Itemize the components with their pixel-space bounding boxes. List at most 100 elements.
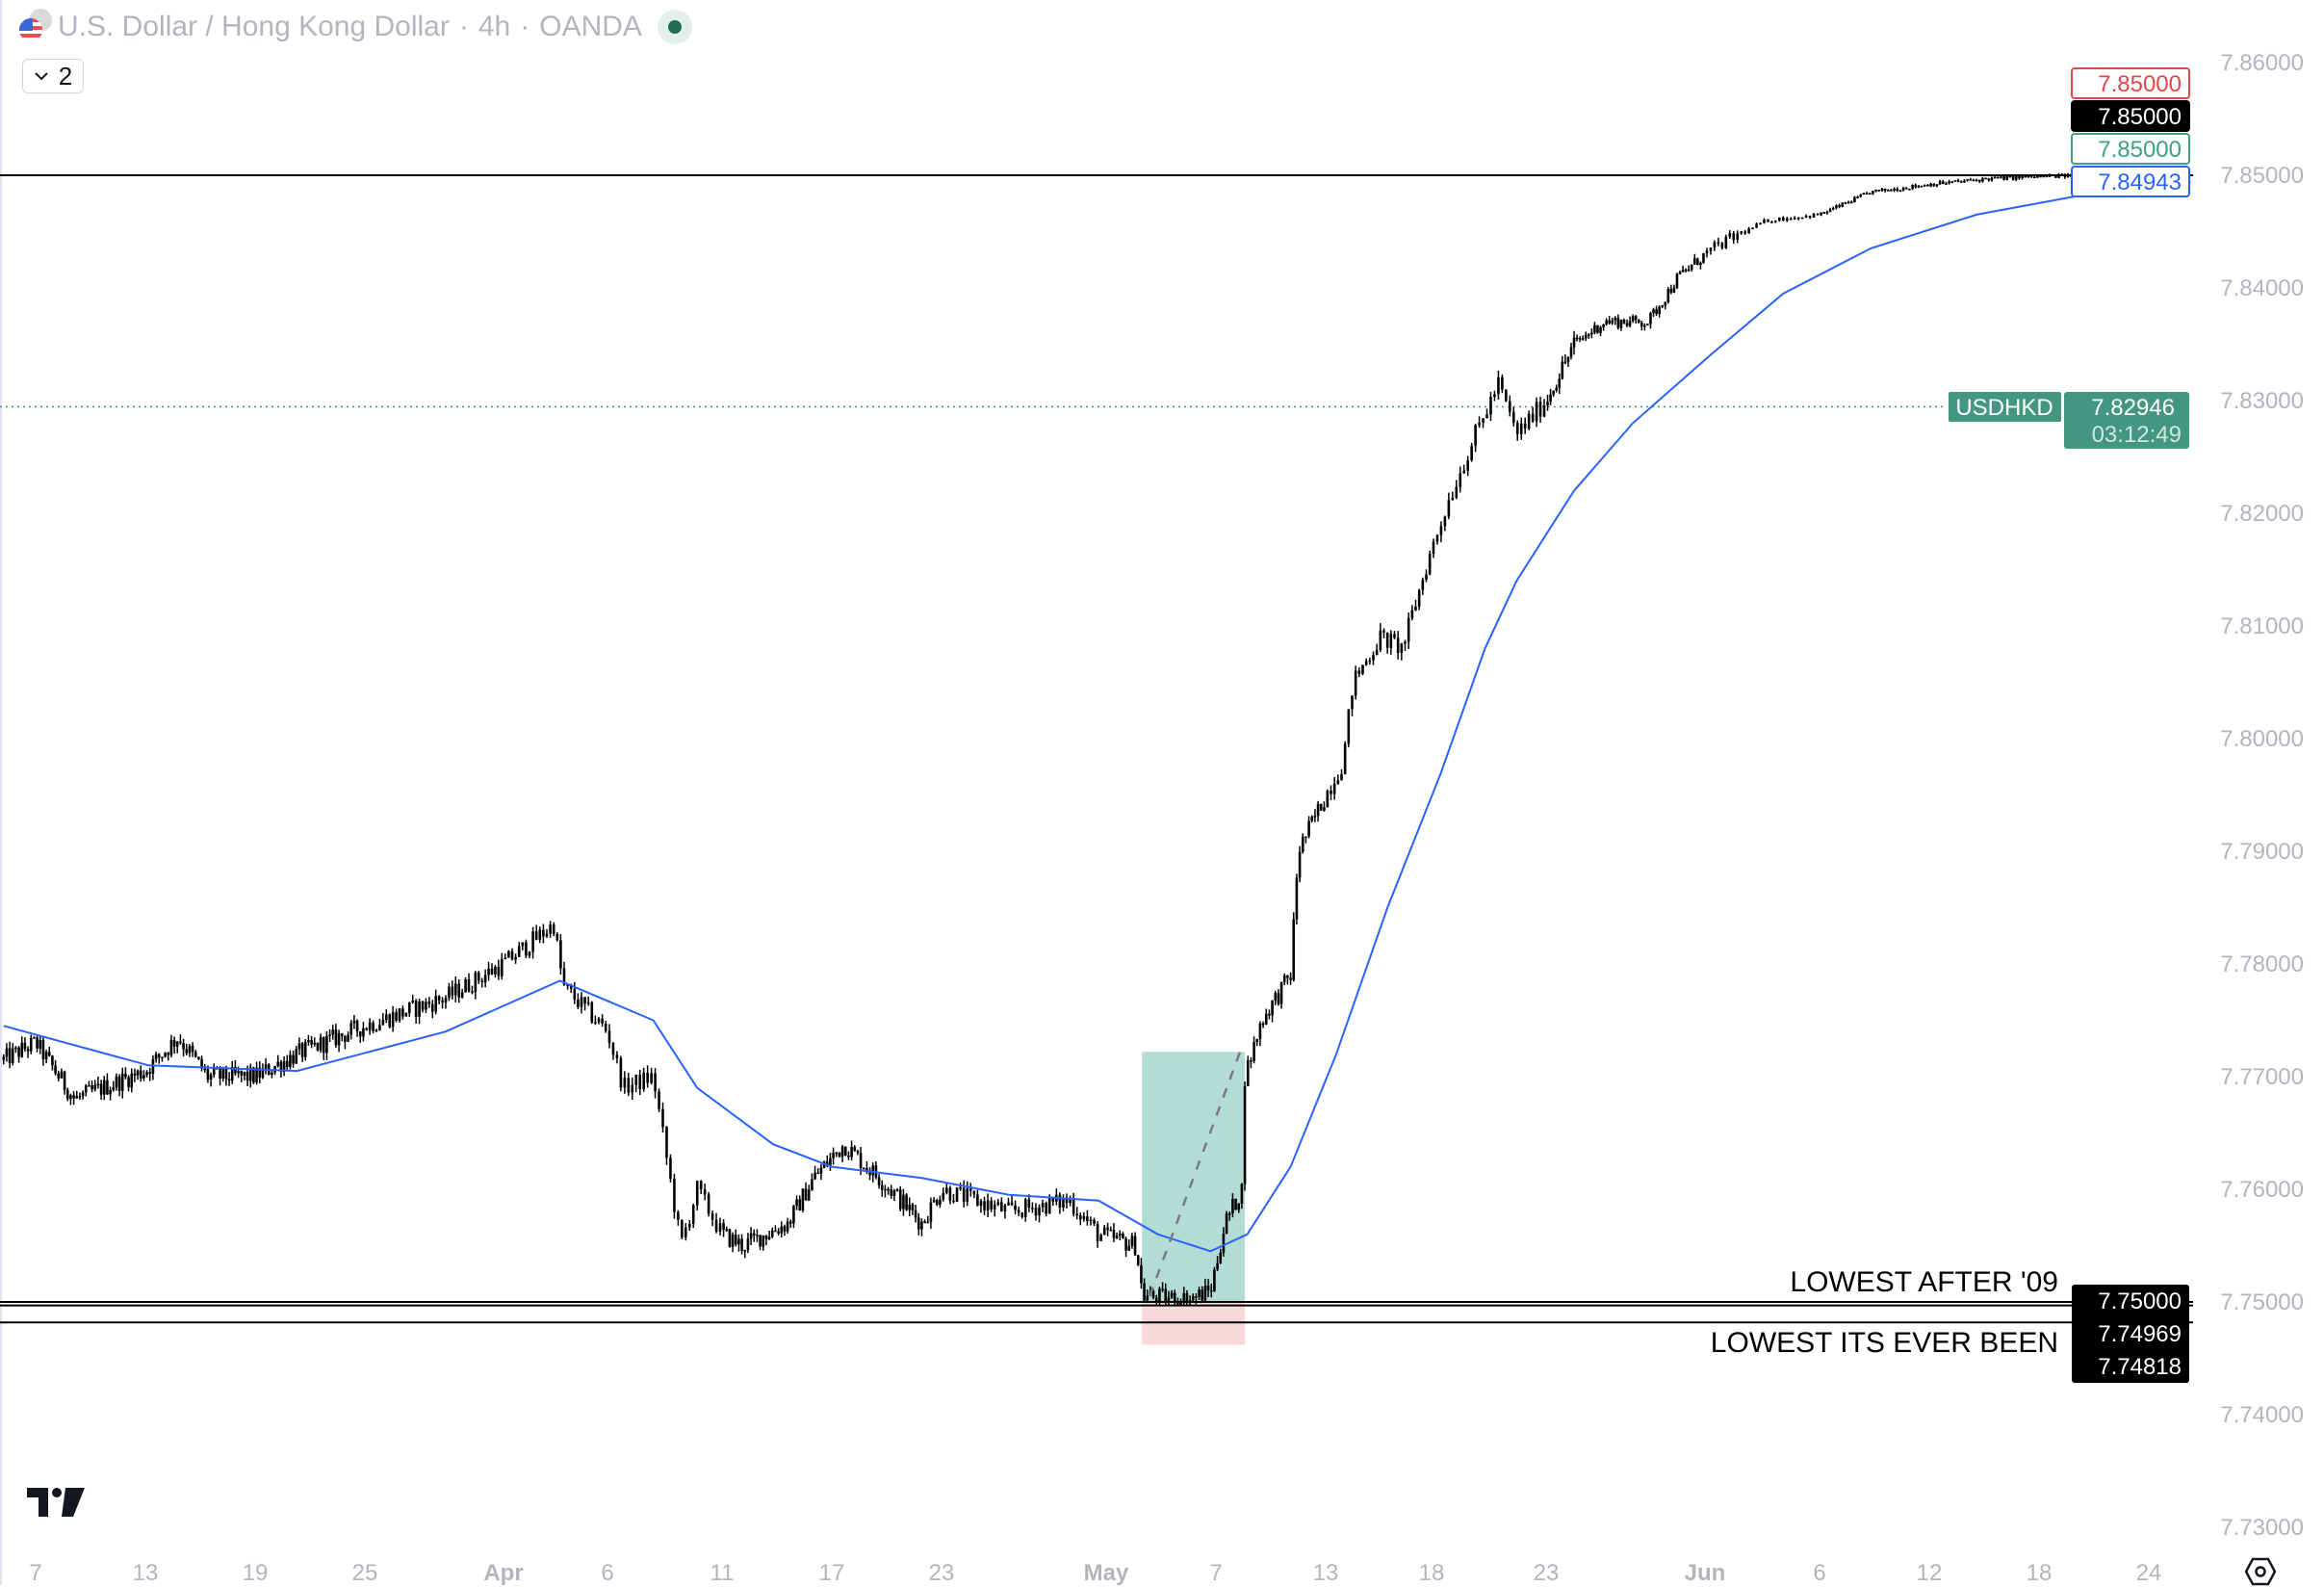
candle bbox=[167, 1052, 170, 1061]
candle bbox=[352, 1014, 356, 1029]
candle-body bbox=[1323, 807, 1326, 811]
settings-icon[interactable] bbox=[2245, 1556, 2276, 1587]
candle bbox=[1812, 213, 1816, 218]
candle-body bbox=[1535, 402, 1538, 422]
candle bbox=[1062, 1194, 1065, 1211]
candle bbox=[1354, 665, 1357, 700]
candle bbox=[1599, 325, 1602, 337]
indicators-toggle-button[interactable]: 2 bbox=[22, 59, 84, 93]
candle bbox=[1209, 1283, 1213, 1298]
candle bbox=[1261, 1021, 1265, 1028]
candle-body bbox=[395, 1012, 398, 1021]
candle bbox=[20, 1036, 24, 1058]
symbol-header[interactable]: U.S. Dollar / Hong Kong Dollar · 4h · OA… bbox=[19, 8, 692, 46]
candle-body bbox=[807, 1189, 811, 1201]
annotation-lowest-ever[interactable]: LOWEST ITS EVER BEEN bbox=[1711, 1327, 2058, 1359]
candle-body bbox=[200, 1058, 203, 1069]
candle bbox=[1133, 1232, 1137, 1257]
interval[interactable]: 4h bbox=[478, 11, 511, 42]
candle bbox=[1407, 612, 1410, 650]
candle-body bbox=[923, 1221, 926, 1223]
candle-body bbox=[411, 1001, 415, 1002]
symbol-title[interactable]: U.S. Dollar / Hong Kong Dollar bbox=[58, 11, 450, 42]
candle-body bbox=[703, 1189, 707, 1195]
candle-body bbox=[303, 1042, 307, 1057]
candle-body bbox=[996, 1202, 1000, 1205]
candle bbox=[1310, 815, 1314, 823]
candle-body bbox=[1313, 816, 1317, 818]
candle-body bbox=[63, 1071, 66, 1090]
price-tick-label: 7.79000 bbox=[2220, 839, 2304, 865]
candle bbox=[952, 1193, 955, 1204]
candle-body bbox=[1361, 664, 1364, 674]
candle-body bbox=[1319, 803, 1323, 811]
candle-body bbox=[292, 1054, 295, 1064]
tradingview-logo[interactable] bbox=[27, 1486, 87, 1519]
candle-body bbox=[1151, 1290, 1155, 1298]
candle bbox=[1198, 1286, 1201, 1301]
candle-body bbox=[902, 1194, 905, 1210]
position-profit-zone[interactable] bbox=[1142, 1052, 1246, 1302]
candle bbox=[979, 1199, 983, 1213]
candle-body bbox=[1023, 1199, 1027, 1217]
candle-body bbox=[271, 1072, 273, 1075]
candle-body bbox=[1304, 836, 1307, 839]
candle-body bbox=[285, 1060, 289, 1068]
candle-body bbox=[1216, 1262, 1219, 1270]
price-axis[interactable]: 7.86000 7.85000 7.84000 7.83000 7.82000 7.810… bbox=[2220, 50, 2304, 1541]
candle bbox=[1611, 317, 1614, 325]
candle-body bbox=[1140, 1264, 1143, 1284]
candle-body bbox=[691, 1205, 695, 1224]
candle-body bbox=[1785, 218, 1789, 221]
symbol-label-box bbox=[1949, 392, 2061, 422]
candle bbox=[279, 1059, 283, 1078]
candle-body bbox=[1555, 387, 1558, 391]
candle-body bbox=[368, 1022, 372, 1030]
candle bbox=[1007, 1197, 1010, 1207]
candle bbox=[1082, 1211, 1086, 1222]
candle-body bbox=[695, 1181, 699, 1206]
candle bbox=[1268, 1009, 1271, 1020]
candle bbox=[1702, 252, 1705, 264]
candle-body bbox=[258, 1067, 262, 1079]
horizontal-lines[interactable] bbox=[0, 174, 2193, 1324]
candle-body bbox=[718, 1223, 722, 1232]
candle bbox=[2, 1054, 6, 1065]
candle-body bbox=[1693, 258, 1696, 265]
candle-body bbox=[1672, 287, 1676, 293]
candle-body bbox=[1078, 1214, 1082, 1220]
candle bbox=[1519, 417, 1523, 440]
candle-body bbox=[209, 1075, 213, 1080]
candle bbox=[1637, 319, 1640, 324]
candle-body bbox=[474, 972, 478, 993]
candle bbox=[807, 1184, 811, 1202]
candle-body bbox=[594, 1022, 597, 1024]
candle-body bbox=[1258, 1023, 1262, 1040]
candle-body bbox=[777, 1231, 780, 1234]
candle bbox=[1122, 1232, 1124, 1239]
candle-body bbox=[1497, 377, 1500, 395]
candle-body bbox=[749, 1233, 753, 1239]
candle bbox=[1531, 406, 1535, 424]
candle-body bbox=[1225, 1213, 1228, 1235]
candle bbox=[44, 1050, 48, 1064]
candle bbox=[774, 1225, 777, 1233]
candle-body bbox=[1558, 378, 1562, 388]
time-axis[interactable]: 7 13 19 25 Apr 6 11 17 23 May 7 13 18 23 Jun 6 12 18 24 bbox=[29, 1560, 2161, 1585]
candle bbox=[1140, 1258, 1143, 1289]
candle bbox=[93, 1080, 97, 1092]
candle-body bbox=[1732, 233, 1736, 241]
candle-body bbox=[1546, 402, 1549, 405]
candle bbox=[759, 1235, 762, 1251]
candle-body bbox=[448, 986, 451, 999]
candle bbox=[1953, 180, 1957, 182]
candle-body bbox=[1447, 500, 1451, 517]
candle-body bbox=[2045, 175, 2049, 177]
candle-body bbox=[1972, 179, 1975, 182]
candle-body bbox=[1549, 394, 1552, 403]
candle bbox=[230, 1060, 234, 1084]
annotation-lowest-after-09[interactable]: LOWEST AFTER '09 bbox=[1790, 1266, 2058, 1298]
candle bbox=[1404, 639, 1407, 651]
candle bbox=[331, 1025, 335, 1040]
